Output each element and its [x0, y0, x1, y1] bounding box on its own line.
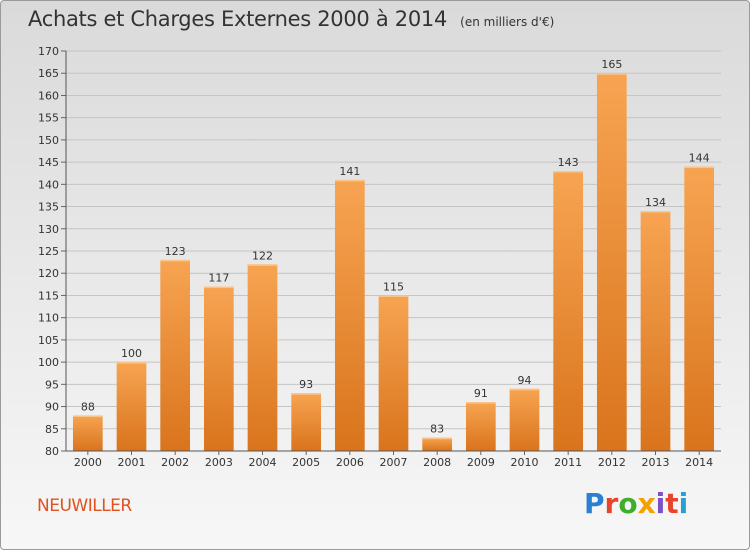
bar-highlight: [684, 166, 715, 169]
y-tick-label: 165: [38, 67, 59, 80]
y-tick-label: 110: [38, 312, 59, 325]
bar-value-label: 123: [165, 245, 186, 258]
x-tick-label: 2012: [598, 456, 626, 469]
x-tick-label: 2009: [467, 456, 495, 469]
x-tick-label: 2003: [205, 456, 233, 469]
y-tick-label: 140: [38, 178, 59, 191]
logo-letter: x: [637, 487, 656, 520]
bar-value-label: 134: [645, 196, 666, 209]
bar: [684, 166, 715, 452]
bar-value-label: 94: [518, 374, 532, 387]
y-tick-label: 105: [38, 334, 59, 347]
y-tick-label: 95: [45, 378, 59, 391]
y-tick-label: 150: [38, 134, 59, 147]
x-tick-label: 2002: [161, 456, 189, 469]
bar: [640, 211, 671, 451]
x-tick-label: 2000: [74, 456, 102, 469]
bar: [116, 362, 147, 451]
x-tick-label: 2013: [642, 456, 670, 469]
bar-highlight: [72, 415, 103, 417]
x-tick-label: 2011: [554, 456, 582, 469]
proxiti-logo: Proxiti: [584, 487, 688, 520]
bar: [553, 171, 584, 451]
axes: 80 85 90 95 100 105 110 115 120 125 130 135 140 145 15…: [38, 45, 721, 469]
bar-value-label: 117: [208, 272, 229, 285]
bar-highlight: [465, 402, 496, 404]
bar-highlight: [334, 179, 365, 182]
bar: [509, 388, 540, 451]
bar-value-label: 93: [299, 378, 313, 391]
y-tick-label: 130: [38, 223, 59, 236]
bar: [596, 73, 627, 451]
logo-letter: t: [665, 487, 679, 520]
y-tick-label: 155: [38, 112, 59, 125]
bar-value-label: 83: [430, 423, 444, 436]
y-tick-label: 85: [45, 423, 59, 436]
x-tick-label: 2010: [511, 456, 539, 469]
bar-value-label: 100: [121, 347, 142, 360]
bar-value-label: 143: [558, 156, 579, 169]
bar: [422, 437, 453, 451]
y-tick-label: 90: [45, 401, 59, 414]
logo-letter: r: [604, 487, 619, 520]
bar-highlight: [203, 286, 234, 289]
bar-highlight: [509, 388, 540, 391]
bar: [465, 402, 496, 451]
chart-subtitle: (en milliers d'€): [460, 15, 555, 29]
x-tick-label: 2004: [249, 456, 277, 469]
bar-value-label: 141: [339, 165, 360, 178]
logo-letter: i: [678, 487, 689, 520]
bar-highlight: [247, 264, 278, 266]
x-tick-label: 2008: [423, 456, 451, 469]
bar-highlight: [422, 437, 453, 440]
chart-title-block: Achats et Charges Externes 2000 à 2014 (…: [28, 7, 554, 31]
bar-value-label: 165: [601, 58, 622, 71]
bar-highlight: [596, 73, 627, 75]
bar-highlight: [378, 295, 409, 297]
y-tick-label: 160: [38, 89, 59, 102]
y-tick-label: 135: [38, 201, 59, 214]
bar: [378, 295, 409, 451]
logo-letter: P: [584, 487, 605, 520]
chart-title: Achats et Charges Externes 2000 à 2014: [28, 7, 448, 31]
bar-value-label: 144: [689, 152, 710, 165]
y-tick-label: 80: [45, 445, 59, 458]
y-tick-label: 115: [38, 289, 59, 302]
bar: [291, 393, 322, 451]
bar: [203, 286, 234, 451]
y-tick-label: 100: [38, 356, 59, 369]
bar: [247, 264, 278, 451]
bar-value-label: 91: [474, 387, 488, 400]
x-tick-label: 2007: [380, 456, 408, 469]
x-tick-label: 2001: [118, 456, 146, 469]
x-tick-label: 2006: [336, 456, 364, 469]
bar-highlight: [160, 259, 191, 262]
logo-letter: i: [655, 487, 666, 520]
bar-value-label: 115: [383, 280, 404, 293]
bar-highlight: [553, 171, 584, 173]
bar-highlight: [640, 211, 671, 213]
bar: [160, 259, 191, 451]
bars: 88 100 123 117 122 93 141 115 83 91 94 143 165 134 144: [72, 58, 715, 452]
y-tick-label: 145: [38, 156, 59, 169]
y-tick-label: 120: [38, 267, 59, 280]
bar-value-label: 122: [252, 249, 273, 262]
bar-highlight: [116, 362, 147, 364]
y-tick-label: 125: [38, 245, 59, 258]
logo-letter: o: [618, 487, 638, 520]
place-name: NEUWILLER: [37, 496, 132, 516]
bar: [72, 415, 103, 451]
x-tick-label: 2005: [292, 456, 320, 469]
y-tick-label: 170: [38, 45, 59, 58]
x-tick-label: 2014: [685, 456, 713, 469]
bar-highlight: [291, 393, 322, 395]
bar: [334, 179, 365, 451]
bar-value-label: 88: [81, 400, 95, 413]
